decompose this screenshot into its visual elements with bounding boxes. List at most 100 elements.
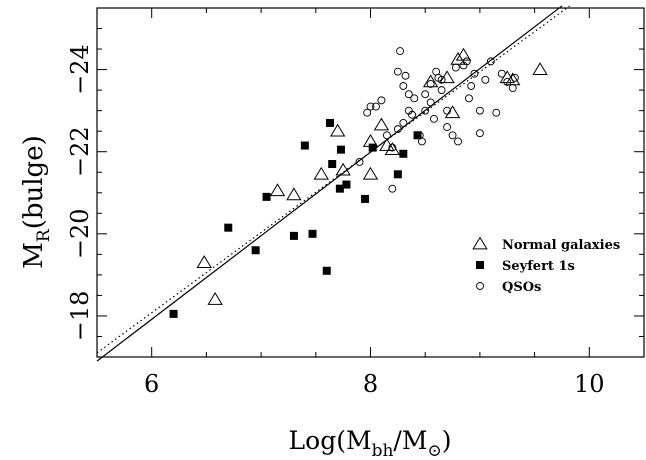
point-normal-galaxies bbox=[450, 51, 466, 65]
point-seyfert-1s bbox=[335, 184, 344, 193]
legend-label-seyfert-1s: Seyfert 1s bbox=[502, 259, 575, 274]
point-normal-galaxies bbox=[329, 123, 346, 137]
point-qsos bbox=[497, 69, 506, 78]
point-qsos bbox=[454, 137, 462, 146]
point-qsos bbox=[486, 57, 495, 66]
point-normal-galaxies bbox=[439, 70, 455, 84]
legend-marker-seyfert-1s bbox=[476, 261, 484, 269]
point-qsos bbox=[437, 86, 446, 95]
x-tick-label: 10 bbox=[574, 370, 605, 398]
point-normal-galaxies bbox=[362, 166, 379, 180]
point-seyfert-1s bbox=[393, 170, 402, 179]
point-qsos bbox=[404, 90, 413, 99]
point-seyfert-1s bbox=[399, 149, 408, 158]
point-qsos bbox=[443, 123, 452, 132]
plot-frame bbox=[96, 7, 645, 358]
point-qsos bbox=[443, 106, 452, 115]
tick-labels: 6 8 10 −18 −20 −22 −24 bbox=[66, 44, 605, 398]
point-qsos bbox=[481, 75, 490, 84]
point-normal-galaxies bbox=[532, 62, 548, 75]
point-qsos bbox=[426, 98, 435, 107]
point-qsos bbox=[503, 77, 512, 86]
point-qsos bbox=[465, 94, 473, 103]
point-normal-galaxies bbox=[269, 183, 286, 197]
point-normal-galaxies bbox=[207, 292, 223, 305]
legend: Normal galaxies Seyfert 1s QSOs bbox=[472, 236, 620, 295]
y-tick-label: −18 bbox=[66, 291, 94, 342]
y-axis-label: MR(bulge) bbox=[19, 135, 54, 268]
point-qsos bbox=[475, 106, 484, 115]
point-qsos bbox=[355, 158, 364, 166]
legend-label-qsos: QSOs bbox=[502, 280, 541, 295]
point-seyfert-1s bbox=[322, 266, 331, 275]
point-qsos bbox=[410, 94, 419, 103]
point-seyfert-1s bbox=[336, 145, 345, 154]
point-qsos bbox=[399, 119, 408, 127]
point-qsos bbox=[396, 47, 404, 56]
point-qsos bbox=[475, 129, 484, 138]
point-qsos bbox=[421, 90, 430, 99]
point-seyfert-1s bbox=[308, 229, 317, 238]
point-seyfert-1s bbox=[413, 131, 422, 140]
point-qsos bbox=[401, 71, 410, 80]
point-qsos bbox=[399, 82, 408, 90]
y-tick-label: −24 bbox=[66, 44, 94, 95]
legend-label-normal-galaxies: Normal galaxies bbox=[502, 238, 620, 253]
point-seyfert-1s bbox=[326, 118, 335, 127]
point-normal-galaxies bbox=[196, 255, 212, 268]
point-qsos bbox=[451, 63, 460, 72]
point-qsos bbox=[470, 69, 479, 78]
fit-line-solid bbox=[96, 5, 563, 362]
point-seyfert-1s bbox=[289, 231, 298, 240]
point-qsos bbox=[408, 110, 417, 119]
point-normal-galaxies bbox=[444, 105, 461, 119]
point-qsos bbox=[388, 184, 397, 193]
point-qsos bbox=[510, 73, 519, 82]
point-seyfert-1s bbox=[361, 194, 370, 203]
point-seyfert-1s bbox=[169, 309, 178, 318]
point-qsos bbox=[393, 125, 402, 134]
point-qsos bbox=[426, 80, 435, 88]
point-normal-galaxies bbox=[422, 74, 439, 88]
point-seyfert-1s bbox=[342, 180, 351, 189]
point-seyfert-1s bbox=[328, 160, 337, 169]
point-qsos bbox=[417, 137, 426, 146]
point-qsos bbox=[382, 131, 391, 140]
point-normal-galaxies bbox=[313, 166, 329, 180]
fit-lines bbox=[96, 5, 570, 362]
point-qsos bbox=[421, 106, 430, 115]
legend-marker-qsos bbox=[476, 282, 484, 290]
point-qsos bbox=[377, 96, 386, 105]
point-qsos bbox=[393, 67, 402, 76]
legend-marker-normal-galaxies bbox=[472, 236, 488, 250]
y-tick-label: −22 bbox=[66, 126, 94, 177]
point-qsos bbox=[448, 131, 457, 140]
x-tick-label: 8 bbox=[363, 370, 378, 398]
point-seyfert-1s bbox=[224, 223, 233, 232]
point-normal-galaxies bbox=[286, 187, 302, 201]
point-seyfert-1s bbox=[300, 141, 309, 150]
fit-line-dotted bbox=[96, 5, 570, 354]
point-qsos bbox=[366, 102, 375, 111]
point-qsos bbox=[437, 75, 446, 84]
point-normal-galaxies bbox=[373, 117, 390, 131]
x-tick-label: 6 bbox=[144, 370, 159, 398]
point-qsos bbox=[372, 102, 380, 111]
point-seyfert-1s bbox=[251, 246, 260, 255]
point-qsos bbox=[388, 143, 397, 152]
point-qsos bbox=[467, 82, 476, 90]
point-normal-galaxies bbox=[335, 162, 351, 176]
axis-ticks bbox=[97, 8, 644, 357]
y-tick-label: −20 bbox=[66, 208, 94, 259]
data-markers bbox=[169, 47, 548, 318]
point-seyfert-1s bbox=[368, 143, 377, 152]
point-qsos bbox=[462, 57, 471, 66]
point-qsos bbox=[363, 108, 372, 117]
point-qsos bbox=[492, 108, 501, 117]
point-qsos bbox=[508, 84, 517, 93]
x-axis-label: Log(Mbh/M⊙) bbox=[289, 426, 452, 460]
point-qsos bbox=[430, 114, 438, 123]
plot-border bbox=[96, 7, 645, 358]
point-seyfert-1s bbox=[262, 192, 271, 201]
